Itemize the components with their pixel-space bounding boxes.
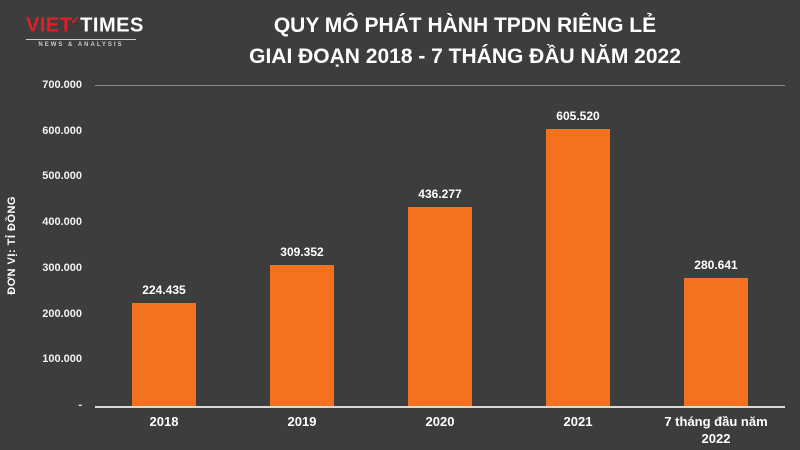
x-axis-label: 7 tháng đầu năm 2022 [664,414,768,446]
bar-value-label: 224.435 [142,283,186,297]
x-axis-labels: 2018 2019 2020 2021 7 tháng đầu năm 2022 [95,409,785,447]
y-axis-tick: 400.000 [42,216,82,229]
bar [132,303,196,406]
plot-area: 224.435 309.352 436.277 605.520 280.641 [95,85,785,408]
y-axis-tick: 700.000 [42,79,82,91]
chart-title: QUY MÔ PHÁT HÀNH TPDN RIÊNG LẺ GIAI ĐOẠN… [150,10,780,72]
x-axis-label: 2020 [425,414,455,429]
x-axis-label: 2019 [287,414,317,429]
x-axis-label: 2021 [563,414,593,429]
y-axis-tick: 300.000 [42,261,82,274]
bar-value-label: 436.277 [418,187,462,201]
y-axis-ticks: 700.000 600.000 500.000 400.000 300.000 200.0… [26,79,88,411]
y-axis-tick: 200.000 [42,307,82,320]
bar-column: 309.352 [233,86,371,406]
logo-times-text: TIMES [80,14,144,37]
y-axis-tick: 100.000 [42,353,82,366]
bar-column: 436.277 [371,86,509,406]
bar-column: 605.520 [509,86,647,406]
bar [546,129,610,406]
chart-title-line1: QUY MÔ PHÁT HÀNH TPDN RIÊNG LẺ [273,14,657,37]
bar-column: 280.641 [647,86,785,406]
bar [408,207,472,406]
bar-value-label: 605.520 [556,109,600,123]
viettimes-logo: VIET✓TIMES NEWS & ANALYSIS [26,10,143,48]
logo-tagline: NEWS & ANALYSIS [26,38,136,48]
y-axis-unit-label: ĐƠN VỊ: TỈ ĐỒNG [6,195,18,295]
logo-viet-text: VIET [26,14,73,37]
y-axis-tick: 600.000 [42,124,82,137]
bar [270,265,334,406]
bar [684,278,748,406]
y-axis-tick: 500.000 [42,170,82,183]
viettimes-logo-text: VIET✓TIMES [26,10,143,37]
bar-column: 224.435 [95,86,233,406]
y-axis-tick: - [78,399,82,411]
bar-value-label: 280.641 [694,258,738,272]
x-axis-label: 2018 [149,414,179,429]
chart-title-line2: GIAI ĐOẠN 2018 - 7 THÁNG ĐẦU NĂM 2022 [249,45,681,68]
bar-value-label: 309.352 [280,245,324,259]
logo-check-icon: ✓ [70,15,81,27]
